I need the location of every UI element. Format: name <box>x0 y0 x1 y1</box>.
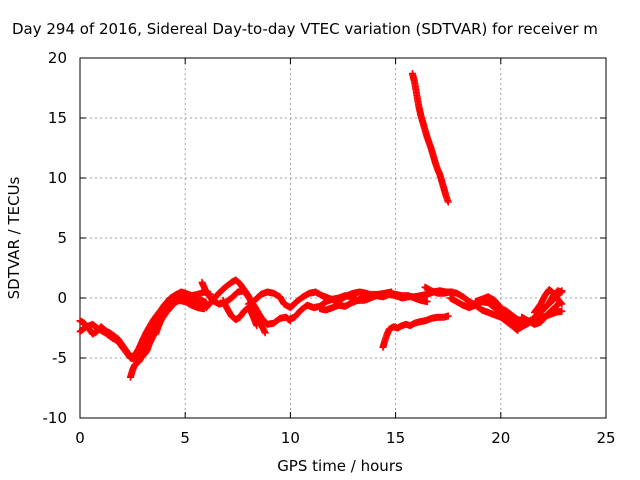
series-arc-12 <box>408 70 452 206</box>
x-tick-label-0: 0 <box>75 429 85 447</box>
point-arc-7-8 <box>253 322 261 330</box>
x-tick-label-5: 25 <box>596 429 615 447</box>
series-arc-10 <box>316 289 431 314</box>
point-arc-19-6 <box>556 299 564 307</box>
series-arc-4 <box>152 288 214 338</box>
y-tick-label-1: -5 <box>52 349 67 367</box>
x-axis-label: GPS time / hours <box>277 457 403 475</box>
chart-title: Day 294 of 2016, Sidereal Day-to-day VTE… <box>12 20 598 38</box>
point-arc-19-5-5 <box>555 300 563 308</box>
series-arc-11 <box>379 312 452 351</box>
point-arc-11-15 <box>444 312 452 320</box>
series-arc-19 <box>518 299 564 328</box>
y-tick-label-5: 15 <box>48 109 67 127</box>
series-arc-5 <box>202 276 269 337</box>
x-tick-label-2: 10 <box>281 429 300 447</box>
point-arc-5-12 <box>261 329 269 337</box>
y-axis-label: SDTVAR / TECUs <box>5 176 23 299</box>
plot-frame <box>79 57 607 419</box>
x-tick-label-4: 20 <box>491 429 510 447</box>
x-tick-label-3: 15 <box>386 429 405 447</box>
point-arc-12-17 <box>444 198 452 206</box>
point-arc-16-10 <box>558 288 566 296</box>
y-tick-label-6: 20 <box>48 49 67 67</box>
point-arc-10-17 <box>423 298 431 306</box>
y-tick-label-3: 5 <box>57 229 67 247</box>
y-tick-label-4: 10 <box>48 169 67 187</box>
y-tick-label-0: -10 <box>43 409 68 427</box>
series-arc-7 <box>219 296 261 330</box>
grid-layer <box>80 58 606 418</box>
x-tick-label-1: 5 <box>180 429 190 447</box>
axes-layer: 0 5 10 15 20 25 -10 -5 0 5 10 15 20 <box>43 49 616 447</box>
series-arc-18 <box>530 286 566 316</box>
point-arc-17-8 <box>558 307 566 315</box>
y-tick-label-2: 0 <box>57 289 67 307</box>
marks-layer <box>76 70 566 381</box>
